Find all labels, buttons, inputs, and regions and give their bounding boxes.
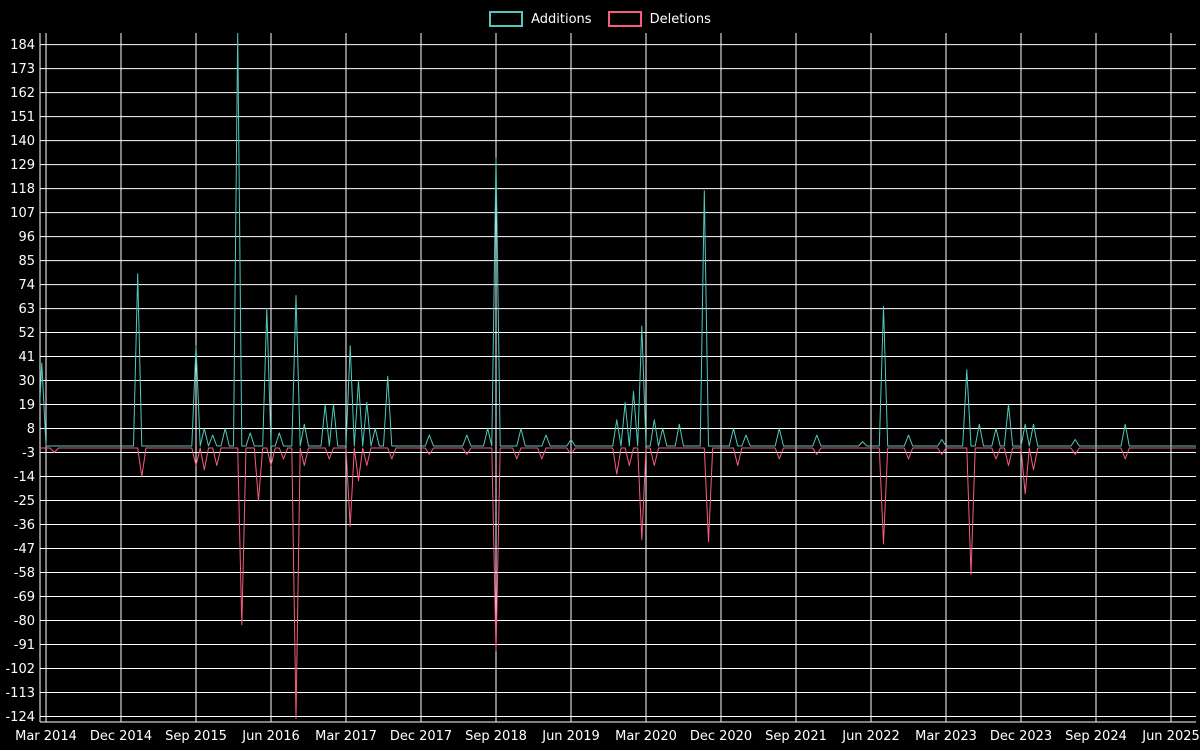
x-tick-label: Mar 2014 xyxy=(15,729,77,744)
y-tick-label: 8 xyxy=(27,422,35,437)
y-tick-label: 140 xyxy=(10,134,35,149)
legend-item-additions[interactable]: Additions xyxy=(489,11,592,27)
y-tick-label: 52 xyxy=(18,326,35,341)
y-tick-label: 30 xyxy=(18,374,35,389)
y-tick-label: 173 xyxy=(10,62,35,77)
x-tick-label: Jun 2019 xyxy=(541,729,600,744)
x-tick-label: Sep 2015 xyxy=(165,729,227,744)
y-tick-label: 184 xyxy=(10,38,35,53)
x-tick-label: Jun 2022 xyxy=(841,729,900,744)
x-tick-label: Mar 2020 xyxy=(615,729,677,744)
x-tick-label: Jun 2016 xyxy=(241,729,300,744)
x-tick-label: Dec 2020 xyxy=(690,729,752,744)
legend-label-deletions: Deletions xyxy=(649,11,711,27)
y-tick-label: 118 xyxy=(10,182,35,197)
x-tick-label: Mar 2017 xyxy=(315,729,377,744)
x-tick-label: Jun 2025 xyxy=(1141,729,1200,744)
y-tick-label: -80 xyxy=(14,614,35,629)
x-tick-label: Sep 2024 xyxy=(1065,729,1127,744)
y-tick-label: 63 xyxy=(18,302,35,317)
x-tick-label: Sep 2018 xyxy=(465,729,527,744)
y-tick-label: -124 xyxy=(5,710,35,725)
y-tick-label: 107 xyxy=(10,206,35,221)
y-tick-label: 151 xyxy=(10,110,35,125)
y-tick-label: -14 xyxy=(14,470,35,485)
y-tick-label: 96 xyxy=(18,230,35,245)
deletions-line xyxy=(40,447,1196,719)
x-tick-label: Dec 2023 xyxy=(990,729,1052,744)
y-tick-label: -69 xyxy=(14,590,35,605)
x-tick-label: Dec 2014 xyxy=(90,729,152,744)
x-tick-label: Dec 2017 xyxy=(390,729,452,744)
x-tick-label: Mar 2023 xyxy=(915,729,977,744)
y-tick-label: 85 xyxy=(18,254,35,269)
legend-swatch-additions xyxy=(489,11,524,27)
y-tick-label: 74 xyxy=(18,278,35,293)
legend-swatch-deletions xyxy=(607,11,642,27)
x-tick-label: Sep 2021 xyxy=(765,729,827,744)
y-tick-label: -91 xyxy=(14,638,35,653)
y-tick-label: -47 xyxy=(14,542,35,557)
y-tick-label: -102 xyxy=(5,662,35,677)
legend-item-deletions[interactable]: Deletions xyxy=(607,11,711,27)
y-tick-label: -25 xyxy=(14,494,35,509)
y-tick-label: 19 xyxy=(18,398,35,413)
y-tick-label: 129 xyxy=(10,158,35,173)
legend-label-additions: Additions xyxy=(531,11,592,27)
additions-line xyxy=(40,33,1196,447)
y-tick-label: 162 xyxy=(10,86,35,101)
chart-legend: Additions Deletions xyxy=(0,8,1200,30)
y-tick-label: 41 xyxy=(18,350,35,365)
y-tick-label: -113 xyxy=(5,686,35,701)
y-tick-label: -58 xyxy=(14,566,35,581)
y-tick-label: -36 xyxy=(14,518,35,533)
y-tick-label: -3 xyxy=(22,446,35,461)
